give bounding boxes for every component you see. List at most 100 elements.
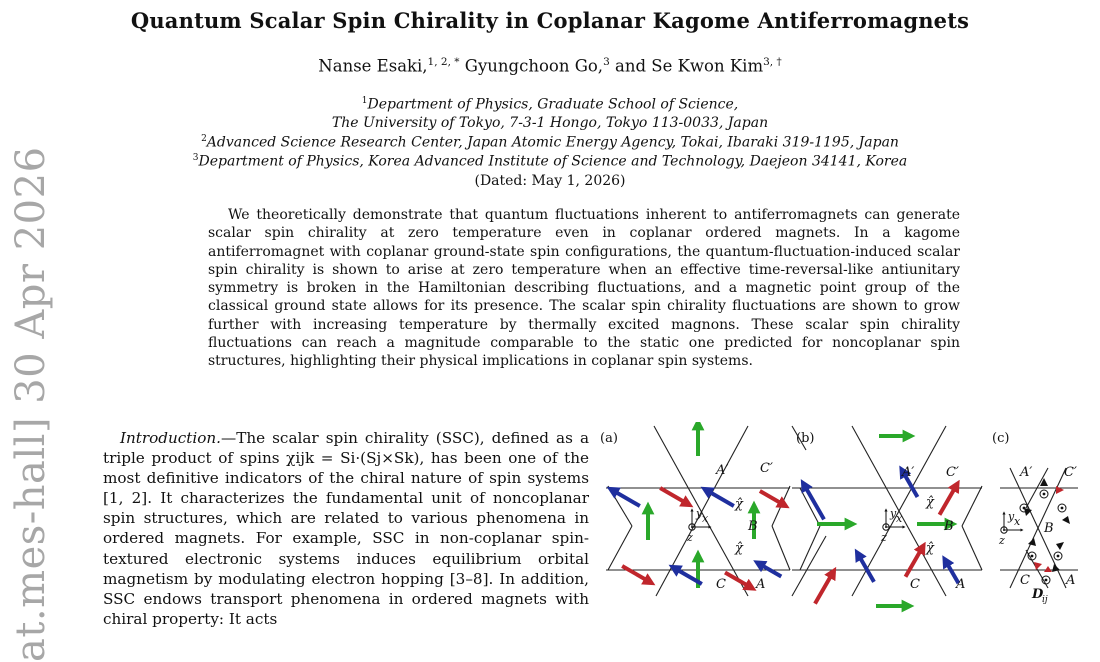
- z-axis-label: z: [998, 534, 1005, 547]
- y-axis-label: y: [695, 507, 703, 520]
- spin-arrow-red: [659, 486, 694, 508]
- affiliation-3: 3Department of Physics, Korea Advanced I…: [192, 153, 908, 170]
- dm-vector-dot: [1056, 554, 1060, 558]
- z-axis-circle: [882, 523, 890, 531]
- site-label-c: C: [716, 577, 726, 592]
- axes-glyph-b: y xz: [880, 507, 906, 544]
- spin-arrow-red: [813, 566, 837, 605]
- dm-direction-triangle: [1024, 508, 1032, 516]
- intro-lead: Introduction.: [120, 429, 222, 447]
- x-axis-label: x: [896, 512, 903, 525]
- dm-vector-out-of-plane: [1041, 575, 1051, 585]
- lattice-line: [791, 535, 827, 597]
- author-name: and Se Kwon Kim: [615, 56, 764, 76]
- site-label-b: B: [1043, 521, 1054, 536]
- arxiv-id-text: at.mes-hall] 30 Apr 2026: [8, 146, 54, 662]
- site-label-a-prime: A′: [901, 465, 914, 480]
- spin-arrow-red: [903, 541, 926, 578]
- z-axis-circle: [1000, 526, 1008, 534]
- lattice-line: [771, 525, 791, 571]
- lattice-line: [799, 525, 821, 571]
- spin-arrow-blue: [942, 555, 961, 585]
- spin-arrow-red: [937, 479, 960, 516]
- spin-arrow-blue: [668, 564, 703, 586]
- lattice-line: [771, 485, 791, 527]
- lattice-line: [607, 525, 633, 571]
- dm-vector-out-of-plane: [1027, 551, 1037, 561]
- dm-direction-triangle: [1052, 564, 1060, 572]
- intro-body: —The scalar spin chirality (SSC), define…: [103, 429, 589, 628]
- z-axis-label: z: [880, 531, 887, 544]
- site-label-c: C: [910, 577, 920, 592]
- site-label-c-prime: C′: [760, 461, 773, 476]
- dm-vector-out-of-plane: [1039, 489, 1049, 499]
- dm-vector-out-of-plane: [1053, 551, 1063, 561]
- author-line: Nanse Esaki,1, 2, * Gyungchoon Go,3 and …: [0, 56, 1100, 76]
- dated-line: (Dated: May 1, 2026): [474, 173, 626, 189]
- chi-hat-label-lower: χ̂: [734, 541, 744, 556]
- axes-glyph-a: y xz: [686, 507, 712, 544]
- z-axis-dot: [1003, 529, 1005, 531]
- site-label-a: A: [755, 577, 765, 592]
- affiliation-2: 2Advanced Science Research Center, Japan…: [201, 134, 899, 151]
- site-label-a: A: [955, 577, 965, 592]
- panel-a-label: (a): [600, 431, 618, 446]
- author-name: Gyungchoon Go,: [464, 56, 604, 76]
- site-label-c-prime: C′: [946, 465, 959, 480]
- lattice-line: [791, 425, 807, 451]
- dm-vector-out-of-plane: [1057, 503, 1067, 513]
- paper-title: Quantum Scalar Spin Chirality in Coplana…: [130, 8, 970, 33]
- dm-direction-triangle: [1056, 542, 1064, 550]
- lattice-line: [653, 425, 749, 597]
- dm-label-d: D: [1031, 587, 1044, 602]
- site-label-a: A: [1065, 573, 1075, 588]
- dm-vector-dot: [1044, 578, 1048, 582]
- dm-direction-triangle-red: [1044, 566, 1052, 572]
- author-name: Nanse Esaki,: [318, 56, 428, 76]
- z-axis-dot: [885, 526, 887, 528]
- spin-arrow-blue: [854, 548, 876, 583]
- site-label-a-prime: A′: [715, 463, 728, 478]
- lattice-line: [1025, 467, 1049, 509]
- introduction-paragraph: Introduction.—The scalar spin chirality …: [103, 428, 589, 629]
- panel-c-label: (c): [992, 431, 1009, 446]
- author-affil-marks: 3, †: [763, 56, 782, 68]
- x-axis-label: x: [1014, 515, 1021, 528]
- affiliation-1a: 1Department of Physics, Graduate School …: [361, 96, 739, 113]
- spin-arrow-blue: [606, 486, 641, 508]
- site-label-c-prime: C′: [1064, 465, 1077, 480]
- dm-vector-out-of-plane: [1019, 503, 1029, 513]
- x-axis-label: x: [702, 512, 709, 525]
- spin-arrow-red: [724, 570, 757, 591]
- spin-arrow-red: [758, 489, 790, 509]
- spin-arrow-blue: [800, 479, 826, 521]
- chi-hat-label-upper: χ̂: [734, 497, 744, 512]
- dm-vector-dot: [1042, 492, 1046, 496]
- author-affil-marks: 3: [603, 56, 610, 68]
- z-axis-dot: [691, 526, 693, 528]
- lattice-line: [799, 487, 821, 527]
- spin-arrow-blue: [700, 486, 735, 508]
- affiliation-1b: The University of Tokyo, 7-3-1 Hongo, To…: [331, 115, 769, 131]
- chi-hat-label-upper: χ̂: [925, 495, 935, 510]
- axes-glyph-c: y xz: [998, 510, 1024, 547]
- spin-arrow-blue: [899, 465, 920, 498]
- chi-hat-label-lower: χ̂: [925, 541, 935, 556]
- y-axis-label: y: [889, 507, 897, 520]
- y-axis-label: y: [1007, 510, 1015, 523]
- z-axis-label: z: [686, 531, 693, 544]
- dm-direction-triangle: [1062, 516, 1070, 524]
- site-label-b: B: [747, 519, 758, 534]
- lattice-line: [961, 485, 983, 527]
- kagome-figure-svg: (a)A′ C′BC Aχ̂χ̂y xz(b)A′ C′BC Aχ̂χ̂y xz(c)A′ C…: [600, 422, 1078, 613]
- site-label-b: B: [943, 519, 954, 534]
- dm-direction-triangle-red: [1056, 486, 1064, 494]
- lattice-line: [607, 485, 633, 527]
- dm-vector-dot: [1030, 554, 1034, 558]
- spin-arrow-blue: [753, 560, 783, 579]
- site-label-c: C: [1020, 573, 1030, 588]
- z-axis-circle: [688, 523, 696, 531]
- dm-direction-triangle: [1040, 478, 1048, 486]
- lattice-line: [961, 525, 983, 571]
